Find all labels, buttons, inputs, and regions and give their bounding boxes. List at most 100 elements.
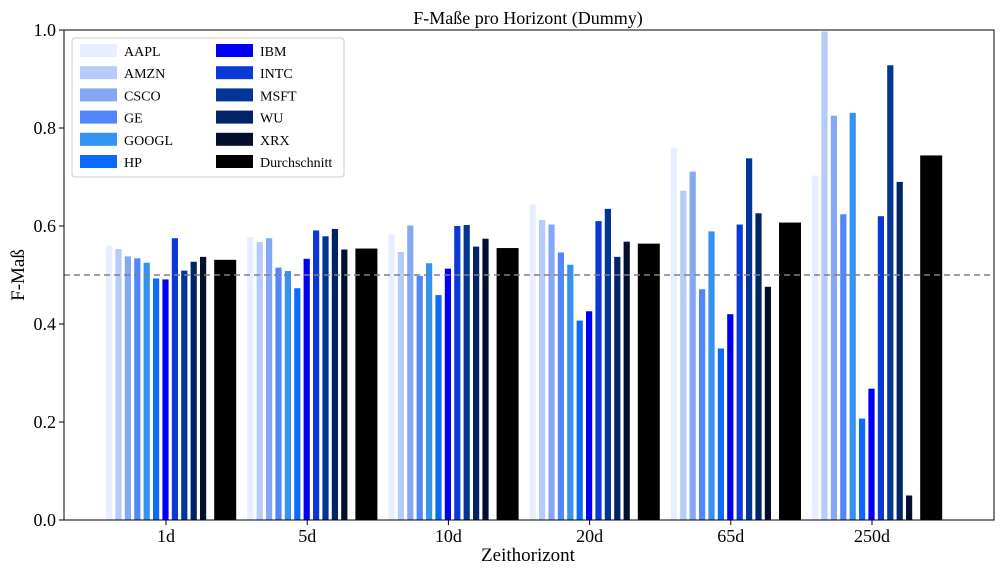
bar-amzn-1d [115, 249, 122, 520]
bar-hp-5d [294, 288, 301, 520]
bar-intc-1d [171, 238, 178, 520]
legend-swatch-amzn [80, 66, 117, 80]
bar-intc-65d [736, 224, 743, 520]
bar-ibm-20d [586, 311, 593, 520]
x-tick-label: 65d [717, 526, 744, 546]
bar-hp-250d [859, 418, 866, 520]
bar-aapl-5d [247, 237, 254, 520]
x-tick-label: 20d [576, 526, 603, 546]
x-tick-label: 5d [298, 526, 316, 546]
y-tick-label: 0.4 [34, 314, 57, 334]
y-tick-label: 0.8 [34, 118, 57, 138]
bar-wu-65d [755, 213, 762, 520]
bar-ge-10d [416, 275, 423, 520]
x-tick-label: 10d [435, 526, 462, 546]
bar-xrx-5d [341, 249, 348, 520]
bar-intc-5d [313, 230, 320, 520]
legend-swatch-intc [216, 66, 253, 80]
y-tick-label: 0.6 [34, 216, 57, 236]
bar-ibm-5d [303, 258, 310, 520]
legend-swatch-ibm [216, 44, 253, 57]
x-tick-label: 250d [854, 526, 890, 546]
y-tick-label: 0.2 [34, 412, 57, 432]
bar-msft-10d [463, 225, 470, 520]
bar-aapl-1d [106, 245, 113, 520]
bar-msft-250d [887, 65, 894, 520]
bar-durchschnitt-5d [355, 248, 378, 521]
plot-frame [63, 29, 995, 521]
y-tick-label: 1.0 [34, 20, 57, 40]
bar-ge-65d [699, 289, 706, 520]
bar-amzn-20d [539, 220, 546, 520]
bar-hp-65d [717, 348, 724, 520]
legend-label-amzn: AMZN [124, 67, 165, 82]
legend-label-csco: CSCO [124, 89, 161, 104]
bar-xrx-20d [623, 241, 630, 520]
bar-hp-20d [576, 320, 583, 520]
bar-csco-5d [266, 238, 273, 520]
x-tick-label: 1d [157, 526, 175, 546]
legend-swatch-xrx [216, 132, 253, 146]
bar-amzn-5d [256, 242, 263, 521]
bar-durchschnitt-250d [920, 155, 943, 520]
bar-intc-250d [877, 216, 884, 520]
bar-amzn-65d [680, 190, 687, 520]
bar-durchschnitt-20d [637, 243, 660, 520]
legend-label-intc: INTC [260, 67, 293, 82]
legend-label-xrx: XRX [260, 134, 290, 149]
bar-googl-65d [708, 231, 715, 520]
y-tick-label: 0.0 [34, 510, 57, 530]
bar-aapl-20d [529, 204, 536, 520]
legend-swatch-aapl [80, 44, 117, 57]
x-axis-title: Zeithorizont [481, 545, 576, 566]
bar-msft-1d [181, 270, 188, 520]
bar-xrx-65d [764, 286, 771, 520]
bar-durchschnitt-65d [779, 222, 801, 520]
legend-label-msft: MSFT [260, 89, 297, 104]
bar-aapl-65d [670, 147, 677, 520]
legend-label-ge: GE [124, 112, 143, 127]
legend-label-wu: WU [260, 112, 283, 127]
bar-hp-1d [153, 278, 160, 520]
legend-label-ibm: IBM [260, 45, 287, 60]
bar-wu-5d [331, 228, 338, 520]
bar-googl-1d [143, 262, 150, 520]
legend-label-aapl: AAPL [124, 45, 161, 60]
bar-csco-20d [548, 224, 555, 520]
bar-intc-10d [454, 226, 461, 520]
legend-swatch-csco [80, 88, 117, 102]
bar-xrx-1d [200, 256, 207, 520]
bar-msft-20d [604, 208, 611, 520]
bar-googl-5d [284, 271, 291, 520]
legend-label-googl: GOOGL [124, 134, 173, 149]
legend: AAPL AMZN CSCO GE GOOGL HP IBM INTC MSFT WU XRX Dur… [71, 37, 345, 178]
bar-ibm-250d [868, 388, 875, 520]
bar-csco-1d [124, 256, 131, 520]
bar-wu-1d [190, 261, 197, 520]
bar-xrx-250d [906, 495, 913, 520]
legend-swatch-wu [216, 110, 253, 124]
bar-googl-20d [567, 264, 574, 520]
plot-area: 1d 5d 10d 20d 65d 250d 0.0 0.2 0.4 0.6 0.8 1.0 [34, 20, 995, 546]
bar-msft-65d [746, 158, 753, 520]
y-axis-title: F-Maß [8, 249, 29, 301]
bar-ibm-10d [444, 268, 451, 520]
legend-frame [71, 37, 345, 178]
legend-swatch-durchschnitt [216, 155, 253, 168]
legend-swatch-googl [80, 132, 117, 146]
bar-ibm-65d [727, 314, 734, 520]
bar-xrx-10d [482, 238, 489, 521]
legend-swatch-ge [80, 110, 117, 124]
bar-googl-10d [426, 263, 433, 520]
bar-csco-65d [689, 171, 696, 521]
bar-csco-250d [830, 115, 837, 520]
bar-ge-1d [134, 258, 141, 520]
bar-durchschnitt-1d [214, 259, 237, 520]
bar-wu-20d [614, 256, 621, 520]
chart-title: F-Maße pro Horizont (Dummy) [413, 8, 642, 29]
bar-wu-10d [473, 246, 480, 520]
bar-intc-20d [595, 221, 602, 520]
bar-ibm-1d [162, 279, 169, 520]
legend-swatch-msft [216, 88, 253, 102]
